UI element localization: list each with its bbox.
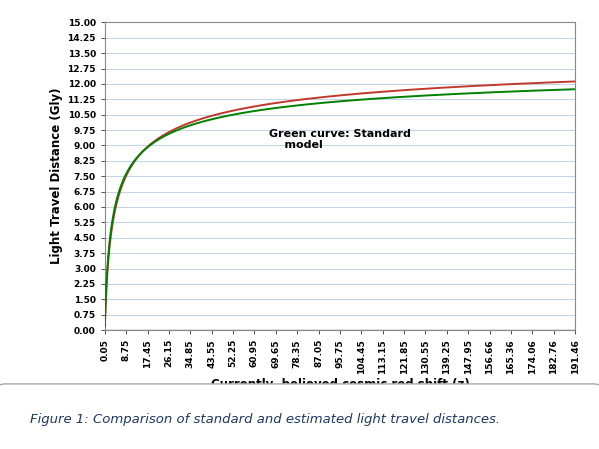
Bar	[105, 330, 575, 336]
X-axis label: Currently  believed cosmic red shift (z): Currently believed cosmic red shift (z)	[211, 378, 469, 391]
Text: Figure 1: Comparison of standard and estimated light travel distances.: Figure 1: Comparison of standard and est…	[30, 414, 500, 426]
Y-axis label: Light Travel Distance (Gly): Light Travel Distance (Gly)	[50, 88, 63, 264]
Text: Green curve: Standard
    model: Green curve: Standard model	[270, 128, 412, 150]
